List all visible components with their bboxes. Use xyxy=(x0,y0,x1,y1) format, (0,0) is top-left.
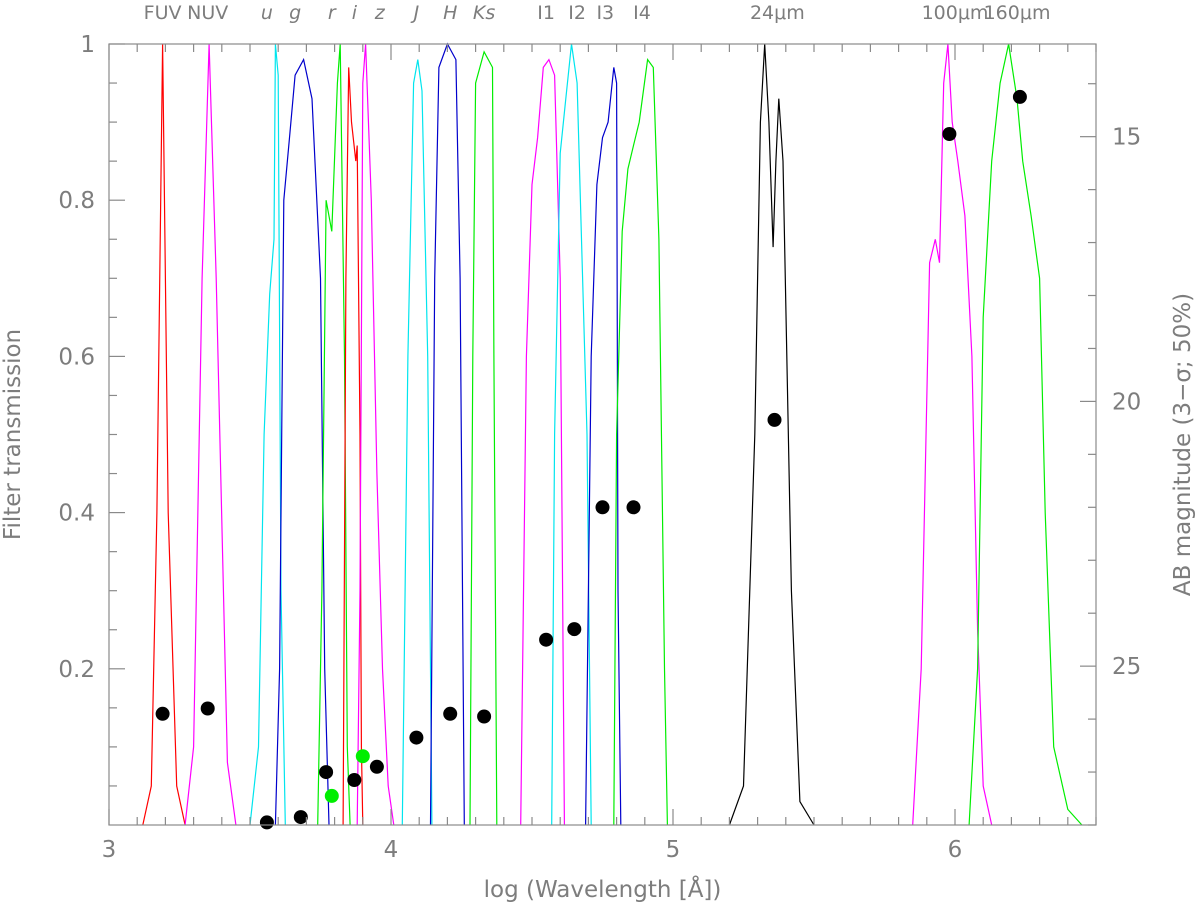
filter-curve-15 xyxy=(728,43,815,826)
filter-curve-14 xyxy=(613,58,668,826)
filter-curve-3 xyxy=(249,43,286,826)
y-axis-left-title: Filter transmission xyxy=(0,329,26,540)
magnitude-point-17 xyxy=(767,412,782,427)
filter-curve-10 xyxy=(469,50,498,826)
x-axis-title: log (Wavelength [Å]) xyxy=(484,875,722,903)
x-tick-label: 6 xyxy=(948,837,963,863)
plot-frame xyxy=(108,43,1097,826)
magnitude-point-5 xyxy=(319,765,334,780)
y-tick-label-left: 0.2 xyxy=(58,657,95,683)
band-label: r xyxy=(328,2,337,24)
band-label: z xyxy=(374,2,386,24)
band-label: I4 xyxy=(633,2,651,24)
magnitude-point-2 xyxy=(200,701,215,716)
magnitude-point-11 xyxy=(443,706,458,721)
magnitude-point-4 xyxy=(293,810,308,825)
tick-labels: 3 4 5 6 0.2 0.4 0.6 0.8 1 15 20 25 xyxy=(58,32,1141,863)
magnitude-points xyxy=(155,89,1027,830)
magnitude-point-19 xyxy=(1012,89,1027,104)
band-label: H xyxy=(443,2,457,24)
band-label: J xyxy=(410,2,420,24)
filter-curve-13 xyxy=(585,67,622,826)
band-label: I3 xyxy=(596,2,614,24)
band-label: u xyxy=(261,2,273,24)
band-label: 100μm xyxy=(922,2,989,24)
filter-curve-16 xyxy=(912,43,993,826)
y-axis-right-title: AB magnitude (3−σ; 50%) xyxy=(1170,293,1196,596)
y-tick-label-right: 20 xyxy=(1112,389,1141,415)
band-label: 160μm xyxy=(984,2,1051,24)
band-label: Ks xyxy=(473,2,495,24)
filter-curve-7 xyxy=(356,43,395,826)
magnitude-point-9 xyxy=(369,759,384,774)
filter-curve-6 xyxy=(342,67,364,826)
y-tick-label-left: 1 xyxy=(80,32,95,58)
band-label: g xyxy=(289,2,301,24)
magnitude-point-13 xyxy=(539,632,554,647)
magnitude-point-1 xyxy=(155,706,170,721)
band-label: NUV xyxy=(187,2,228,24)
band-label: I2 xyxy=(568,2,586,24)
filter-curves xyxy=(142,42,1083,826)
y-tick-label-right: 15 xyxy=(1112,125,1141,151)
magnitude-point-15 xyxy=(595,500,610,515)
band-label: FUV xyxy=(144,2,182,24)
magnitude-point-12 xyxy=(477,709,492,724)
x-tick-label: 5 xyxy=(666,837,681,863)
magnitude-point-8 xyxy=(355,749,370,764)
filter-curve-8 xyxy=(401,59,433,826)
magnitude-point-16 xyxy=(626,500,641,515)
y-tick-label-left: 0.8 xyxy=(58,188,95,214)
y-tick-label-left: 0.6 xyxy=(58,344,95,370)
band-label: 24μm xyxy=(750,2,805,24)
y-tick-label-right: 25 xyxy=(1112,654,1141,680)
magnitude-point-3 xyxy=(259,815,274,830)
band-label: i xyxy=(352,2,358,24)
magnitude-point-18 xyxy=(942,127,957,141)
filter-curve-17 xyxy=(968,43,1083,826)
magnitude-point-6 xyxy=(324,788,339,803)
y-tick-label-left: 0.4 xyxy=(58,501,95,527)
x-tick-label: 3 xyxy=(102,837,117,863)
x-tick-label: 4 xyxy=(384,837,399,863)
filter-curve-5 xyxy=(317,43,351,826)
filter-curve-12 xyxy=(551,43,592,826)
magnitude-point-14 xyxy=(567,622,582,637)
magnitude-point-7 xyxy=(347,773,362,787)
axis-ticks xyxy=(108,43,1097,826)
band-label: I1 xyxy=(537,2,555,24)
magnitude-point-10 xyxy=(409,730,424,745)
filter-curve-11 xyxy=(520,58,566,826)
